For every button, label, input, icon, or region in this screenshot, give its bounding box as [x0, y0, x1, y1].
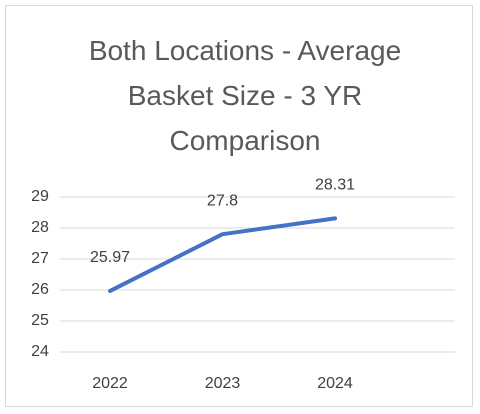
y-tick-label: 27	[31, 250, 49, 267]
y-tick-label: 29	[31, 188, 49, 205]
x-tick-label: 2024	[317, 375, 353, 392]
chart-title: Both Locations - Average Basket Size - 3…	[88, 35, 402, 156]
y-tick-label: 25	[31, 312, 49, 329]
chart-border	[5, 5, 473, 407]
data-label: 25.97	[90, 249, 130, 266]
y-tick-label: 28	[31, 219, 49, 236]
x-tick-label: 2023	[205, 375, 241, 392]
data-label: 28.31	[315, 177, 355, 194]
data-line	[108, 216, 337, 293]
data-label: 27.8	[207, 192, 238, 209]
y-tick-label: 26	[31, 281, 49, 298]
y-tick-label: 24	[31, 343, 49, 360]
x-tick-label: 2022	[92, 375, 128, 392]
